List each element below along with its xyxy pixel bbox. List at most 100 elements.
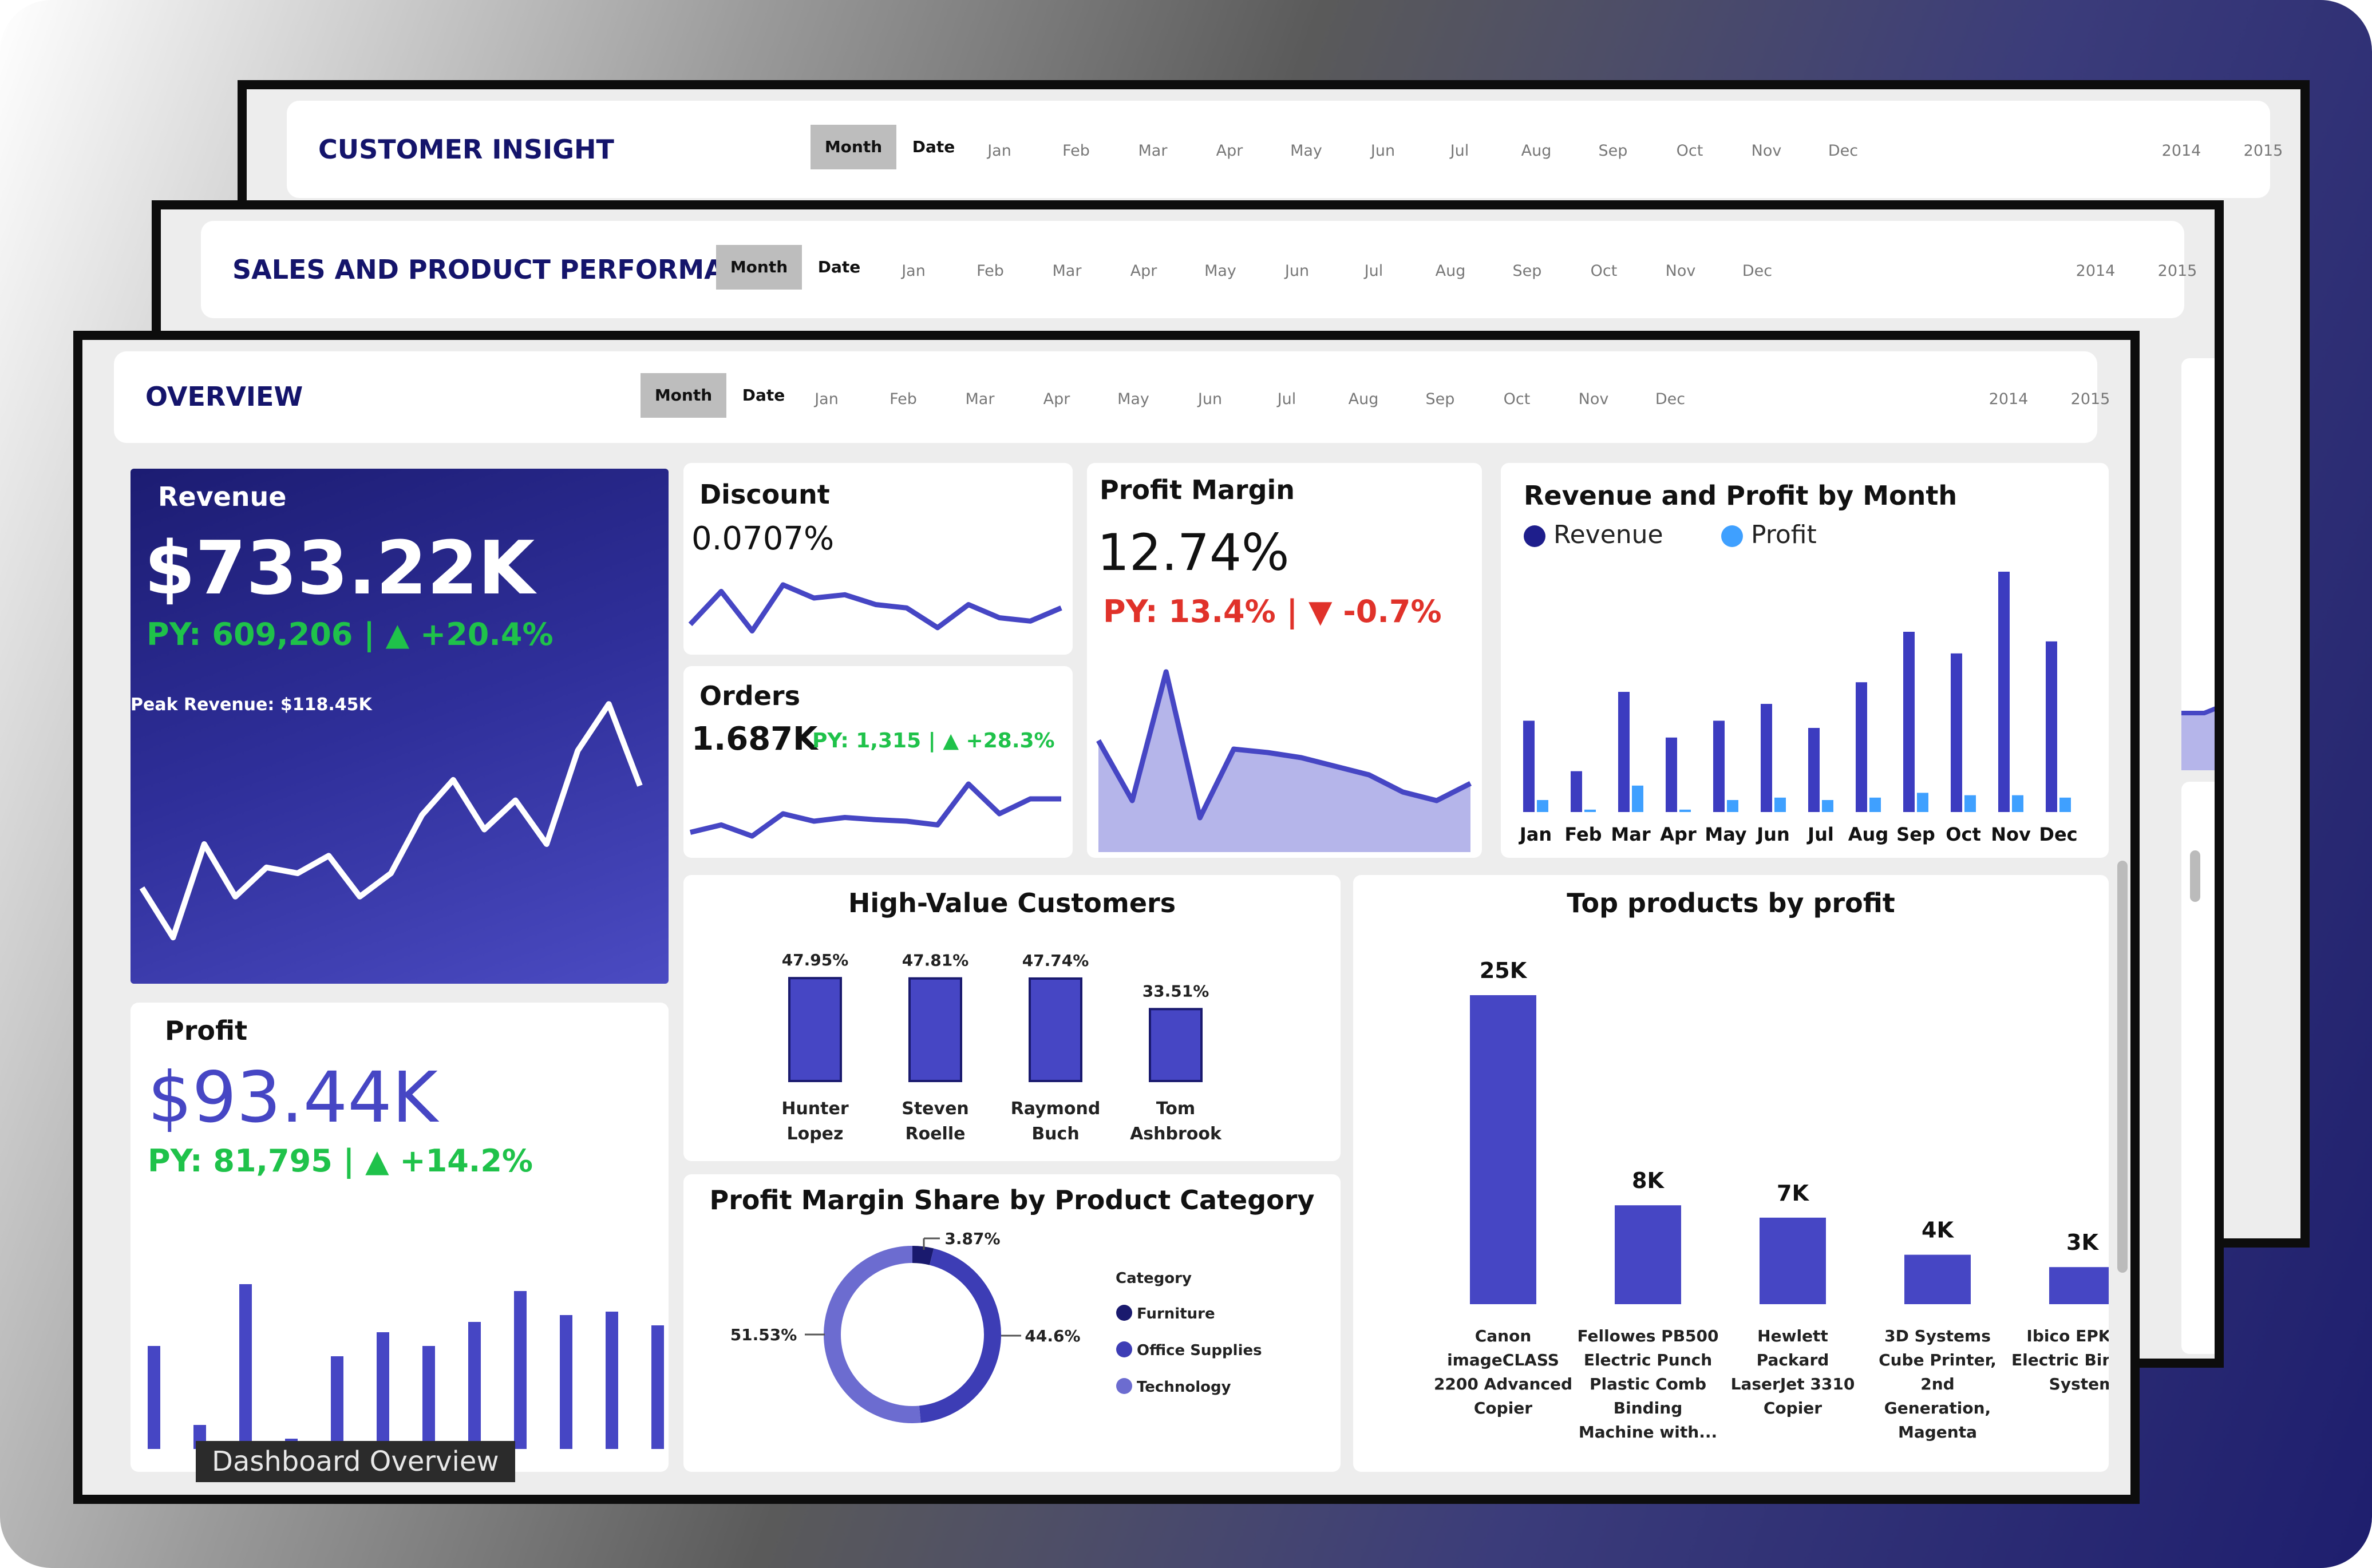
chart-title: Revenue and Profit by Month: [1524, 480, 1958, 511]
legend-label: Furniture: [1137, 1305, 1215, 1322]
revenue-bar: [1666, 737, 1677, 812]
product-bar: [1904, 1254, 1971, 1304]
category-label: Steven: [902, 1099, 969, 1119]
month-option-jul[interactable]: Jul: [1277, 390, 1296, 408]
customer-bar: [788, 977, 842, 1082]
year-option-2014[interactable]: 2014: [1988, 390, 2029, 408]
year-option-2014[interactable]: 2014: [2076, 262, 2116, 280]
month-option-jan[interactable]: Jan: [987, 142, 1011, 160]
revenue-bar: [2046, 641, 2057, 812]
date-slicer-button[interactable]: Date: [817, 258, 861, 276]
category-label: LaserJet 3310: [1731, 1375, 1855, 1393]
month-option-may[interactable]: May: [1290, 142, 1322, 160]
x-tick-label: May: [1705, 823, 1746, 845]
date-slicer-button[interactable]: Date: [742, 386, 785, 405]
month-option-mar[interactable]: Mar: [1052, 262, 1082, 280]
month-option-feb[interactable]: Feb: [977, 262, 1004, 280]
orders-py: PY: 1,315 | ▲ +28.3%: [812, 729, 1055, 753]
x-tick-label: Jul: [1806, 823, 1834, 845]
year-option-2015[interactable]: 2015: [2243, 142, 2283, 160]
month-option-mar[interactable]: Mar: [965, 390, 995, 408]
month-option-sep[interactable]: Sep: [1598, 142, 1628, 160]
legend-dot: [1721, 525, 1743, 547]
screen-overview-canvas: OVERVIEW Month Date Jan Feb Mar Apr May Jun Ju…: [82, 340, 2130, 1495]
discount-card[interactable]: Discount 0.0707%: [683, 463, 1073, 655]
category-label: Copier: [1764, 1399, 1822, 1417]
month-option-aug[interactable]: Aug: [1521, 142, 1552, 160]
year-option-2014[interactable]: 2014: [2161, 142, 2201, 160]
data-label: 33.51%: [1142, 981, 1209, 1000]
legend-dot: [1116, 1378, 1132, 1394]
data-label: 7K: [1777, 1181, 1809, 1206]
month-option-nov[interactable]: Nov: [1751, 142, 1782, 160]
month-option-nov[interactable]: Nov: [1665, 262, 1696, 280]
x-tick-label: Mar: [1611, 823, 1650, 845]
month-option-aug[interactable]: Aug: [1435, 262, 1466, 280]
revenue-peak-label: Peak Revenue: $118.45K: [131, 695, 372, 715]
revenue-bar: [1856, 682, 1867, 812]
month-option-nov[interactable]: Nov: [1578, 390, 1609, 408]
top-products-card[interactable]: Top products by profit 25K Canon imageCLAS…: [1353, 875, 2109, 1472]
month-slicer-button[interactable]: Month: [716, 245, 802, 290]
high-value-customers-chart: 47.95% Hunter Lopez 47.81% Steven Roelle 47.74…: [781, 951, 1222, 1144]
month-option-apr[interactable]: Apr: [1216, 142, 1243, 160]
month-slicer-button[interactable]: Month: [641, 373, 726, 418]
month-option-sep[interactable]: Sep: [1425, 390, 1455, 408]
month-option-apr[interactable]: Apr: [1043, 390, 1070, 408]
month-option-feb[interactable]: Feb: [890, 390, 917, 408]
x-tick-label: Jun: [1756, 823, 1789, 845]
profit-title: Profit: [165, 1015, 248, 1046]
month-option-feb[interactable]: Feb: [1062, 142, 1090, 160]
category-label: Plastic Comb: [1590, 1375, 1706, 1393]
month-option-mar[interactable]: Mar: [1138, 142, 1168, 160]
high-value-customers-card[interactable]: High-Value Customers 47.95% Hunter Lopez 47…: [683, 875, 1341, 1161]
month-option-oct[interactable]: Oct: [1590, 262, 1618, 280]
month-option-jul[interactable]: Jul: [1450, 142, 1469, 160]
profit-margin-value: 12.74%: [1097, 523, 1290, 582]
revenue-card[interactable]: Revenue $733.22K PY: 609,206 | ▲ +20.4% …: [131, 469, 669, 984]
orders-card[interactable]: Orders 1.687K PY: 1,315 | ▲ +28.3%: [683, 666, 1073, 858]
month-slicer-button[interactable]: Month: [811, 125, 896, 169]
month-option-may[interactable]: May: [1204, 262, 1236, 280]
month-option-dec[interactable]: Dec: [1742, 262, 1773, 280]
month-option-dec[interactable]: Dec: [1828, 142, 1859, 160]
category-label: Lopez: [786, 1124, 843, 1144]
month-option-apr[interactable]: Apr: [1130, 262, 1157, 280]
month-option-oct[interactable]: Oct: [1503, 390, 1531, 408]
month-option-jul[interactable]: Jul: [1364, 262, 1383, 280]
scrollbar[interactable]: [2117, 861, 2128, 1273]
month-option-aug[interactable]: Aug: [1348, 390, 1379, 408]
top-products-chart: 25K Canon imageCLASS 2200 Advanced Copier 8K F…: [1434, 958, 2109, 1442]
month-option-jan[interactable]: Jan: [815, 390, 839, 408]
profit-margin-share-card[interactable]: Profit Margin Share by Product Category …: [683, 1174, 1341, 1472]
profit-bar: [1632, 785, 1643, 812]
x-tick-label: Apr: [1660, 823, 1697, 845]
month-option-dec[interactable]: Dec: [1655, 390, 1686, 408]
profit-bar: [1964, 795, 1976, 812]
month-option-sep[interactable]: Sep: [1512, 262, 1542, 280]
page-title: CUSTOMER INSIGHT: [318, 134, 614, 165]
month-option-may[interactable]: May: [1117, 390, 1149, 408]
x-tick-label: Dec: [2039, 823, 2077, 845]
category-label: Buch: [1031, 1124, 1079, 1144]
year-option-2015[interactable]: 2015: [2070, 390, 2110, 408]
category-label: Roelle: [906, 1124, 966, 1144]
slice-label: 3.87%: [944, 1229, 1000, 1248]
chart-title: Profit Margin Share by Product Category: [709, 1185, 1315, 1215]
month-option-jan[interactable]: Jan: [902, 262, 926, 280]
profit-card[interactable]: Profit $93.44K PY: 81,795 | ▲ +14.2%: [131, 1003, 669, 1472]
legend-label: Technology: [1137, 1379, 1231, 1396]
scrollbar[interactable]: [2190, 850, 2200, 902]
profit-bar: [1679, 809, 1691, 812]
tooltip: Dashboard Overview: [196, 1441, 515, 1482]
year-option-2015[interactable]: 2015: [2157, 262, 2197, 280]
orders-title: Orders: [699, 680, 800, 711]
month-option-jun[interactable]: Jun: [1284, 262, 1310, 280]
date-slicer-button[interactable]: Date: [912, 137, 955, 156]
revenue-profit-by-month-card[interactable]: Revenue and Profit by Month Revenue Prof…: [1501, 463, 2109, 858]
month-option-jun[interactable]: Jun: [1197, 390, 1223, 408]
category-label: Hewlett: [1757, 1327, 1828, 1345]
month-option-oct[interactable]: Oct: [1676, 142, 1703, 160]
month-option-jun[interactable]: Jun: [1370, 142, 1395, 160]
profit-margin-card[interactable]: Profit Margin 12.74% PY: 13.4% | ▼ -0.7%: [1087, 463, 1482, 858]
